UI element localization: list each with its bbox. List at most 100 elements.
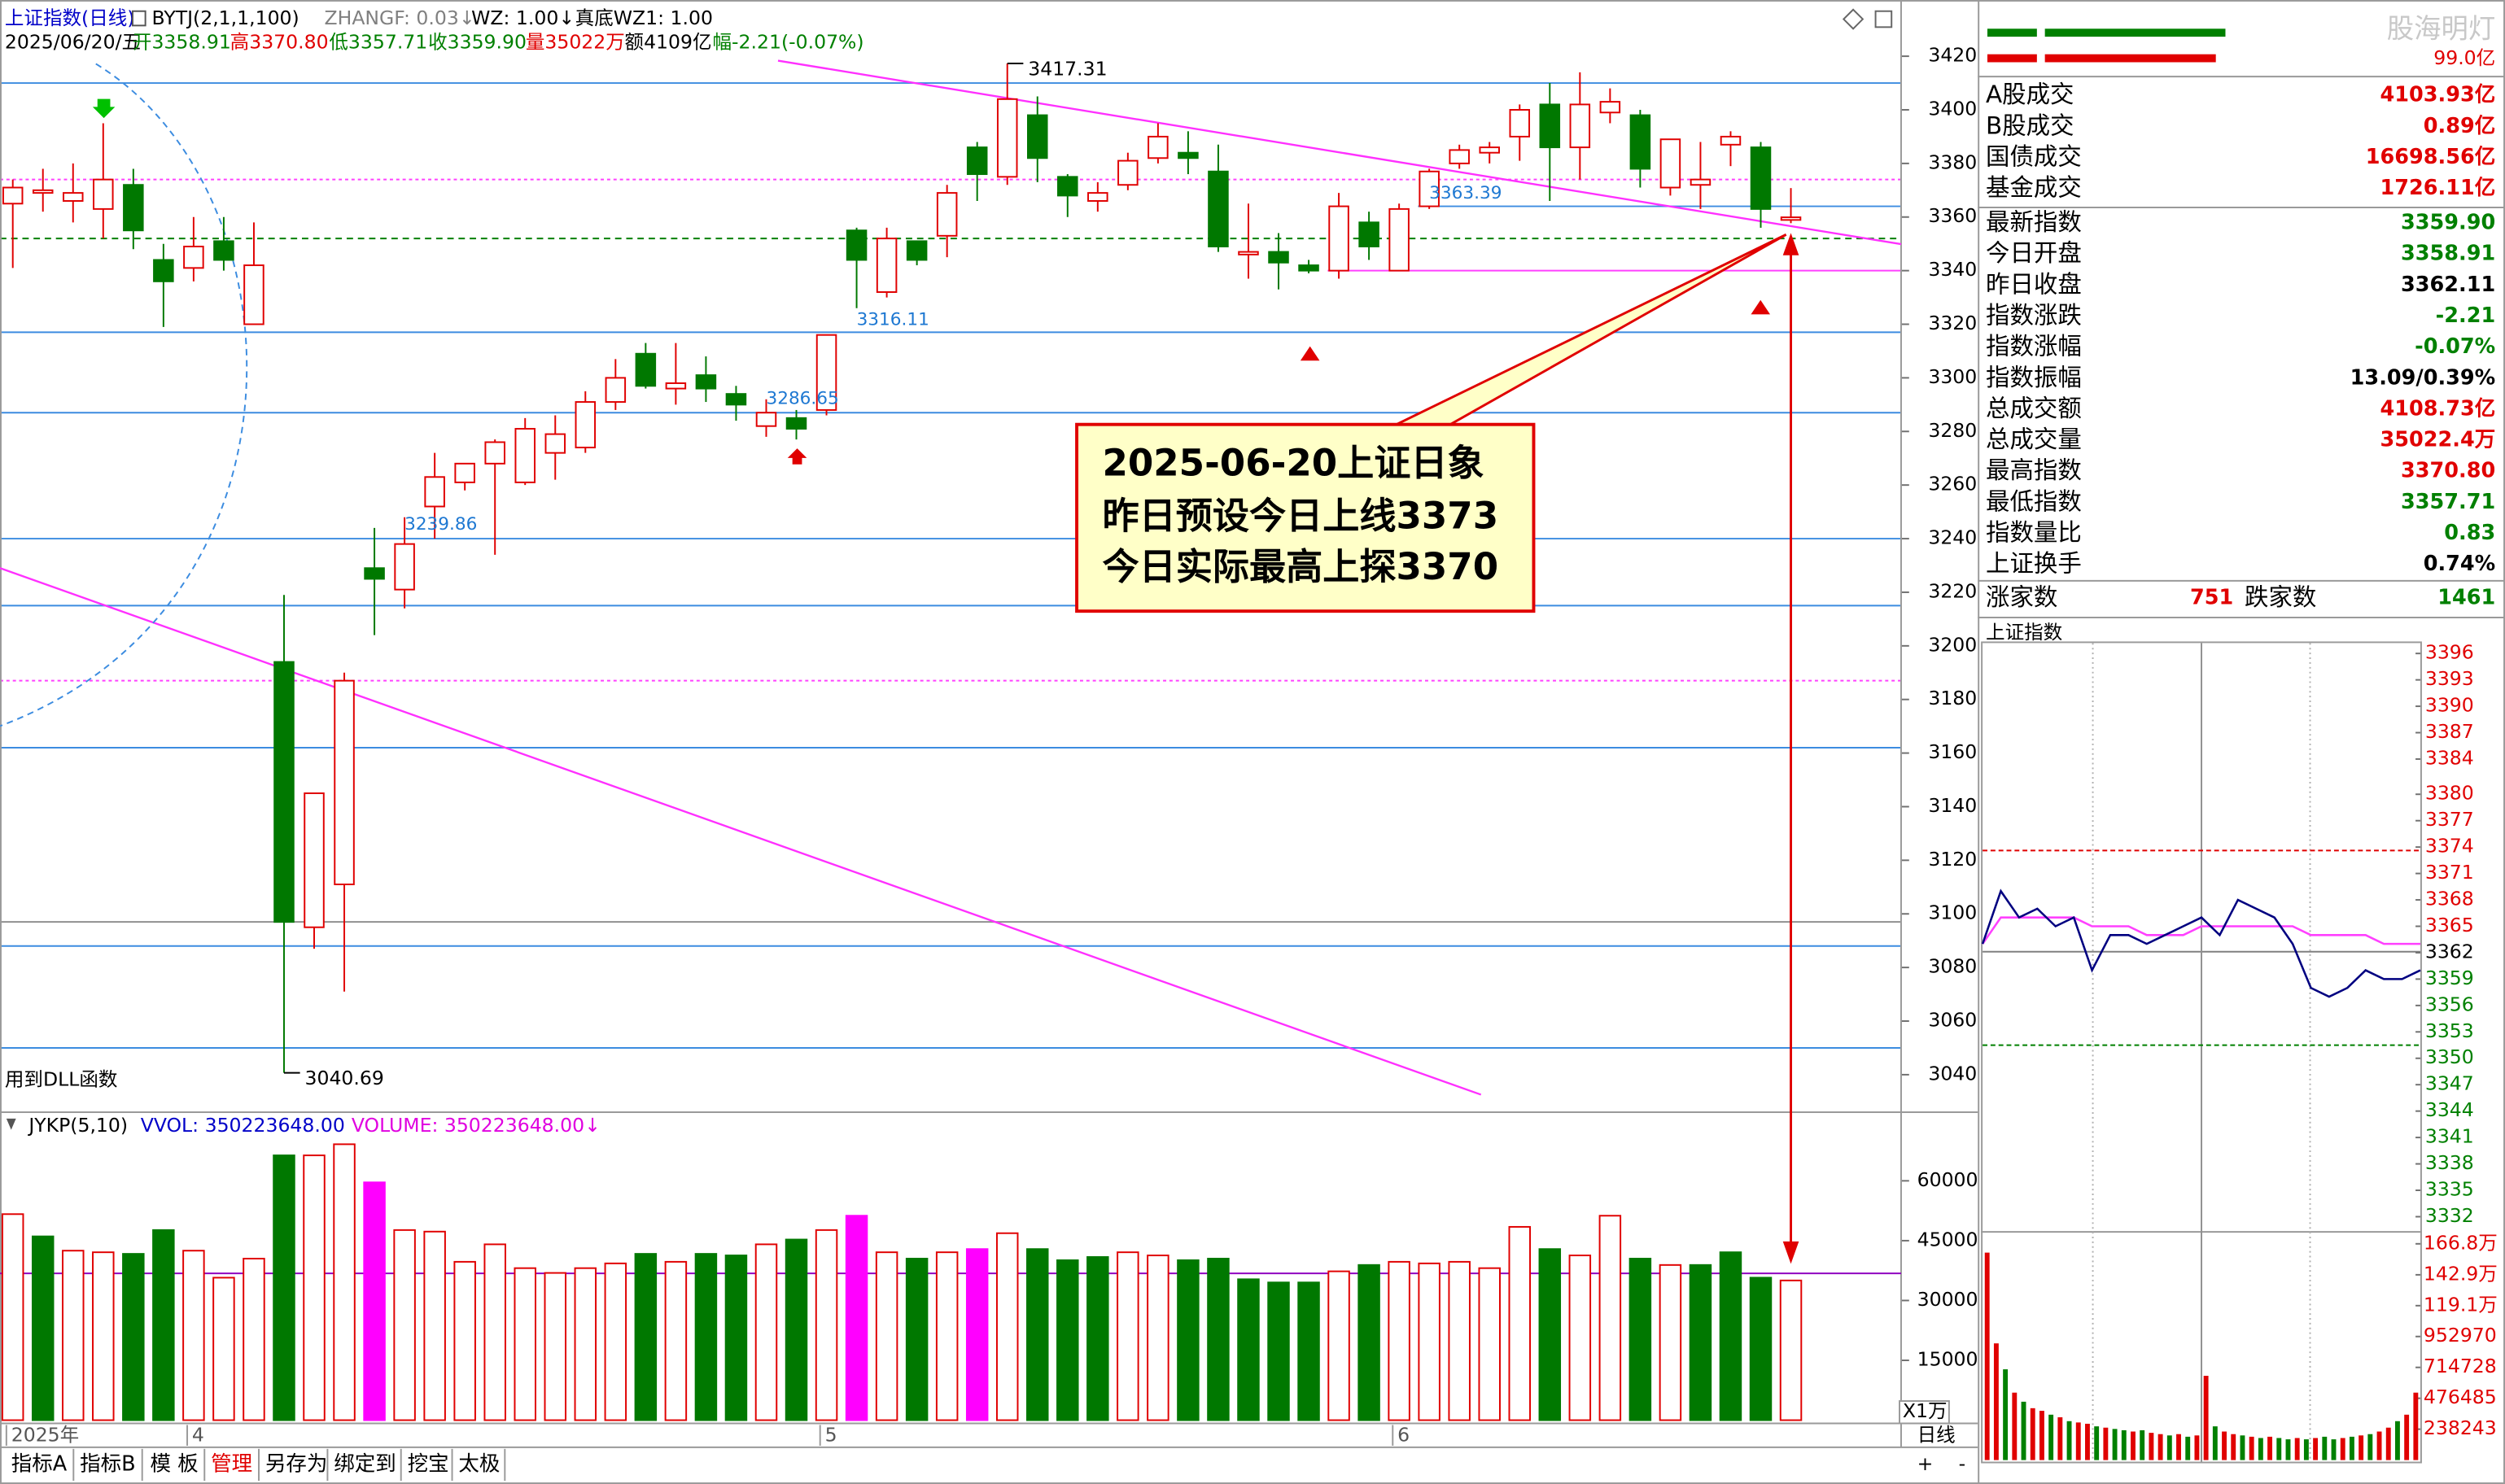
stat-value: 4108.73亿 [2380, 396, 2496, 421]
stat-label: 最高指数 [1986, 456, 2082, 484]
stat-label: 总成交额 [1986, 395, 2082, 422]
candle-body [815, 334, 837, 411]
candle-body [454, 462, 475, 483]
indicator-value: ZHANGF: 0.03↓ [324, 7, 474, 29]
intraday-volume-bar [2285, 1439, 2291, 1460]
arrow-head [1782, 233, 1799, 255]
stat-label: 指数涨幅 [1986, 333, 2082, 360]
intraday-volume-bar [2313, 1438, 2319, 1460]
y-tick-label: 3384 [2425, 746, 2474, 769]
candle-body [876, 238, 898, 293]
tab[interactable]: 模 板 [151, 1451, 199, 1476]
candle-body [1750, 146, 1772, 210]
volume-bar [1267, 1281, 1290, 1421]
tab[interactable]: 挖宝 [408, 1451, 449, 1476]
y-tick-label: 714728 [2424, 1355, 2497, 1377]
stat-value: 1726.11亿 [2380, 176, 2496, 200]
stat-label: 今日开盘 [1986, 239, 2082, 267]
intraday-volume-bar [2140, 1429, 2145, 1460]
indicator-icon [6, 1118, 16, 1130]
bar-close: 收3359.90 [428, 30, 527, 53]
candle-body [394, 543, 415, 591]
volume-bar [1508, 1225, 1531, 1421]
volume-bar [724, 1255, 748, 1421]
stat-value: 3359.90 [2401, 211, 2495, 235]
volume-bar [1568, 1255, 1592, 1421]
tab[interactable]: 另存为 [265, 1451, 328, 1476]
volume-bar [92, 1251, 115, 1421]
y-tick-label: 3359 [2425, 967, 2474, 989]
y-tick-label: 3362 [2425, 940, 2474, 962]
y-tick-label: 3356 [2425, 993, 2474, 1015]
tab[interactable]: 绑定到 [334, 1451, 396, 1476]
stat-label: 指数涨跌 [1986, 302, 2082, 330]
y-tick-label: 3368 [2425, 888, 2474, 910]
candle-body [424, 476, 445, 508]
volume-bar [1719, 1251, 1742, 1421]
candle-body [334, 679, 355, 885]
volume-bar [212, 1277, 235, 1421]
intraday-line [1981, 888, 2421, 998]
y-tick-label: 3365 [2425, 914, 2474, 936]
intraday-volume-bar [2258, 1438, 2263, 1460]
zoom-out[interactable]: - [1959, 1452, 1966, 1475]
stat-value: 0.89亿 [2424, 114, 2495, 138]
volume-bar [1086, 1256, 1109, 1421]
intraday-volume-bar [2267, 1436, 2273, 1460]
zoom-in[interactable]: + [1917, 1452, 1934, 1475]
tab[interactable]: 管理 [211, 1451, 252, 1476]
volume-bar [1207, 1257, 1230, 1421]
stat-label: 指数量比 [1986, 519, 2082, 547]
volume-bar [815, 1229, 838, 1421]
candle-body [1208, 170, 1229, 247]
annotation: 3316.11 [857, 310, 929, 330]
watermark: 股海明灯 [2387, 13, 2495, 45]
intraday-volume-bar [2376, 1431, 2382, 1460]
arc-drawing [0, 63, 248, 727]
candle-body [1238, 251, 1259, 255]
candle-body [1690, 178, 1712, 186]
volume-bar [1357, 1264, 1380, 1421]
bar-change: 幅-2.21(-0.07%) [713, 30, 864, 53]
trend-line [0, 567, 1482, 1096]
trend-line [777, 59, 1902, 246]
candle-body [725, 393, 747, 406]
candle-body [966, 146, 988, 176]
volume-bar [1237, 1278, 1260, 1421]
bar-high: 高3370.80 [230, 30, 329, 53]
tab[interactable]: 太极 [458, 1451, 500, 1476]
tool-icon[interactable] [1874, 10, 1893, 28]
period-label[interactable]: 日线 [1917, 1424, 1956, 1447]
volume-bar [905, 1257, 929, 1421]
intraday-volume-bar [2222, 1431, 2227, 1460]
intraday-volume-bar [2240, 1435, 2245, 1460]
stat-label: 跌家数 [2245, 583, 2316, 611]
candle-body [153, 259, 174, 282]
intraday-volume-bar [2003, 1369, 2009, 1460]
indicator-icon [131, 10, 146, 27]
intraday-volume-bar [2231, 1434, 2236, 1460]
volume-bar [785, 1238, 808, 1421]
signal-arrow [787, 448, 807, 465]
stat-value: 4103.93亿 [2380, 83, 2496, 107]
volume-bar [574, 1267, 597, 1421]
annotation: 3363.39 [1429, 183, 1502, 203]
volume-bar [1147, 1255, 1169, 1421]
y-tick-label: 60000 [1917, 1168, 1978, 1191]
stat-label: B股成交 [1986, 111, 2074, 139]
stat-label: 昨日收盘 [1986, 270, 2082, 298]
stat-value: 1461 [2437, 585, 2495, 609]
stat-label: 涨家数 [1986, 583, 2057, 611]
candle-body [1117, 159, 1139, 186]
y-tick-label: 3347 [2425, 1072, 2474, 1095]
ratio-bar [1987, 54, 2037, 63]
candle-body [32, 189, 54, 194]
y-tick-label: 3353 [2425, 1019, 2474, 1042]
tool-icon[interactable] [1842, 8, 1865, 30]
intraday-volume-bar [2294, 1438, 2300, 1460]
y-tick-label: 3100 [1928, 901, 1977, 924]
tab[interactable]: 指标A [11, 1451, 68, 1476]
tab[interactable]: 指标B [80, 1451, 136, 1476]
candle-body [1419, 170, 1440, 207]
annotation: 3239.86 [404, 514, 477, 535]
